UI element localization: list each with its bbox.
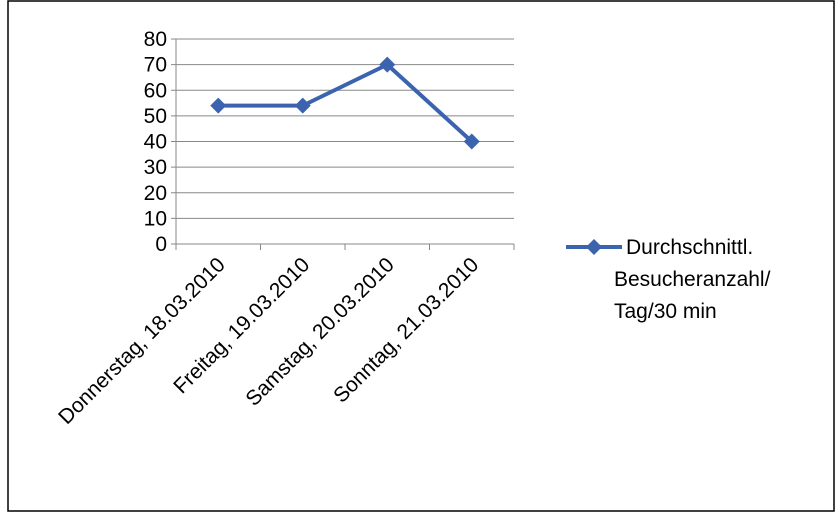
data-point-marker (294, 97, 311, 114)
legend: Durchschnittl. Besucheranzahl/ Tag/30 mi… (566, 236, 771, 323)
y-tick-label: 50 (144, 105, 167, 128)
y-tick-label: 30 (144, 156, 167, 179)
legend-diamond-marker-icon (586, 239, 602, 255)
y-tick-label: 60 (144, 79, 167, 102)
y-tick-label: 10 (144, 207, 167, 230)
y-tick-label: 0 (155, 233, 167, 256)
series-layer (210, 56, 480, 150)
data-point-marker (210, 97, 227, 114)
y-tick-label: 40 (144, 131, 167, 154)
legend-label-line-3: Tag/30 min (614, 300, 717, 323)
y-tick-label: 80 (144, 28, 167, 51)
series-line (218, 62, 474, 143)
data-point-marker (463, 133, 480, 150)
chart-border (7, 0, 835, 512)
y-tick-label: 70 (144, 54, 167, 77)
gridlines (176, 38, 514, 219)
axes (171, 38, 515, 250)
legend-label-line-2: Besucheranzahl/ (614, 268, 771, 291)
y-tick-label: 20 (144, 182, 167, 205)
data-point-marker (379, 56, 396, 73)
legend-label-line-1: Durchschnittl. (626, 236, 753, 259)
